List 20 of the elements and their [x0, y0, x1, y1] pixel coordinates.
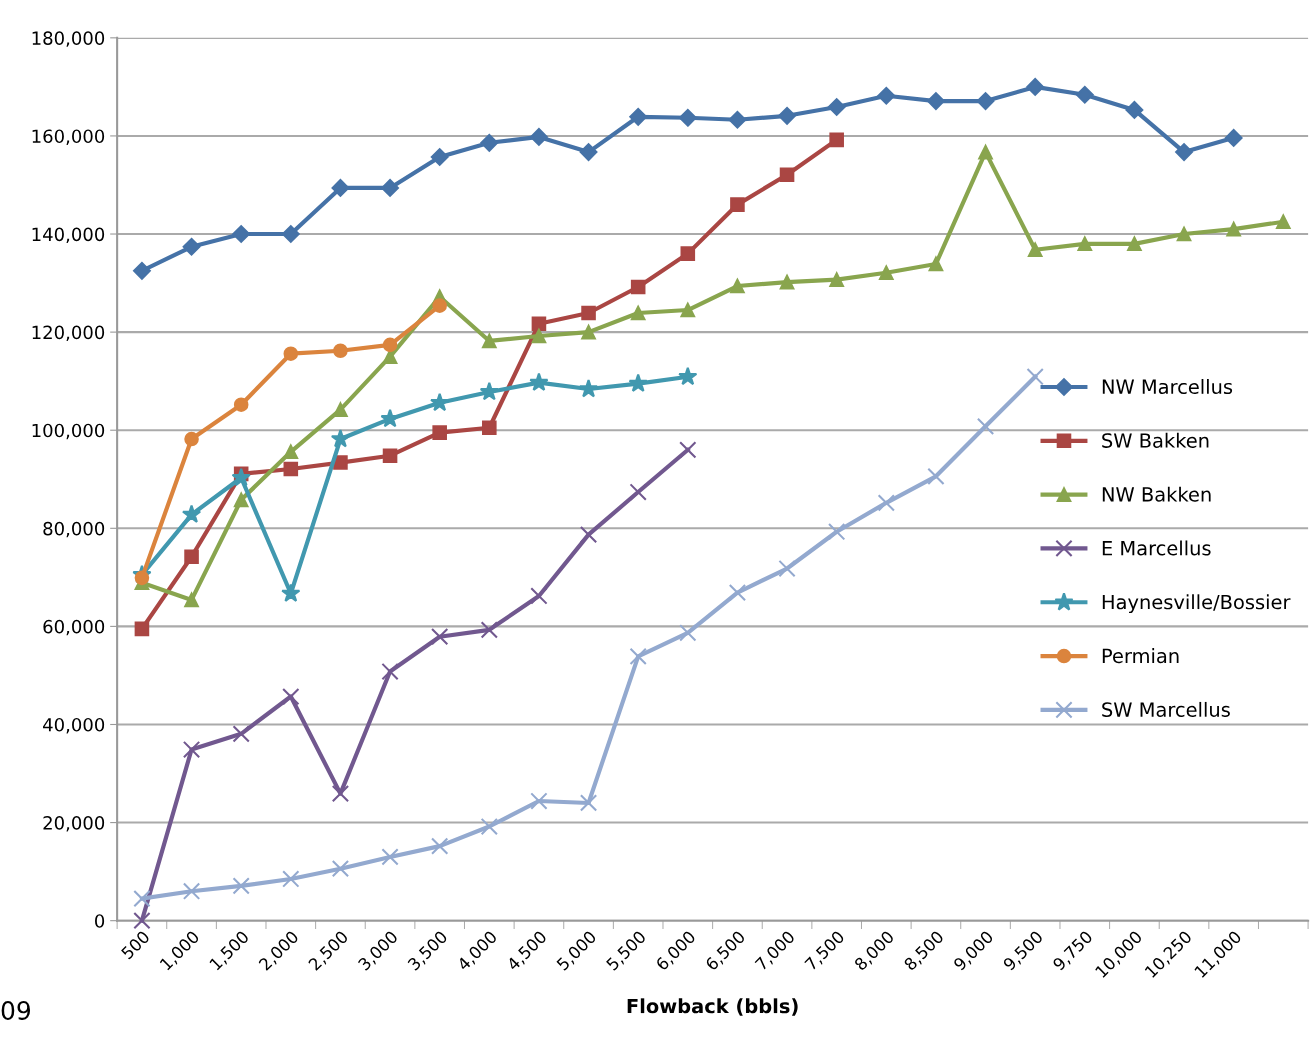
y-tick-label: 20,000 — [43, 816, 105, 832]
text: 09 — [1, 1000, 31, 1020]
legend-label: Permian — [1102, 648, 1179, 664]
y-tick-label: 120,000 — [32, 325, 105, 342]
y-tick-label: 80,000 — [43, 521, 105, 538]
legend-label: E Marcellus — [1102, 540, 1211, 556]
y-tick-label: 180,000 — [32, 31, 105, 47]
y-tick-label: 60,000 — [43, 619, 105, 636]
y-tick-label: 0 — [95, 914, 105, 928]
y-tick-label: 160,000 — [32, 129, 105, 145]
legend-label: NW Bakken — [1102, 486, 1211, 502]
legend-label: SW Bakken — [1102, 432, 1209, 448]
x-axis-title: Flowback (bbls) — [627, 998, 798, 1016]
legend-label: NW Marcellus — [1102, 379, 1233, 395]
legend-label: SW Marcellus — [1102, 701, 1230, 717]
x-tick-label: 500 — [120, 930, 151, 960]
y-tick-label: 100,000 — [32, 423, 105, 440]
legend-label: Haynesville/Bossier — [1102, 594, 1291, 614]
y-tick-label: 40,000 — [43, 717, 105, 734]
y-tick-label: 140,000 — [32, 227, 105, 243]
